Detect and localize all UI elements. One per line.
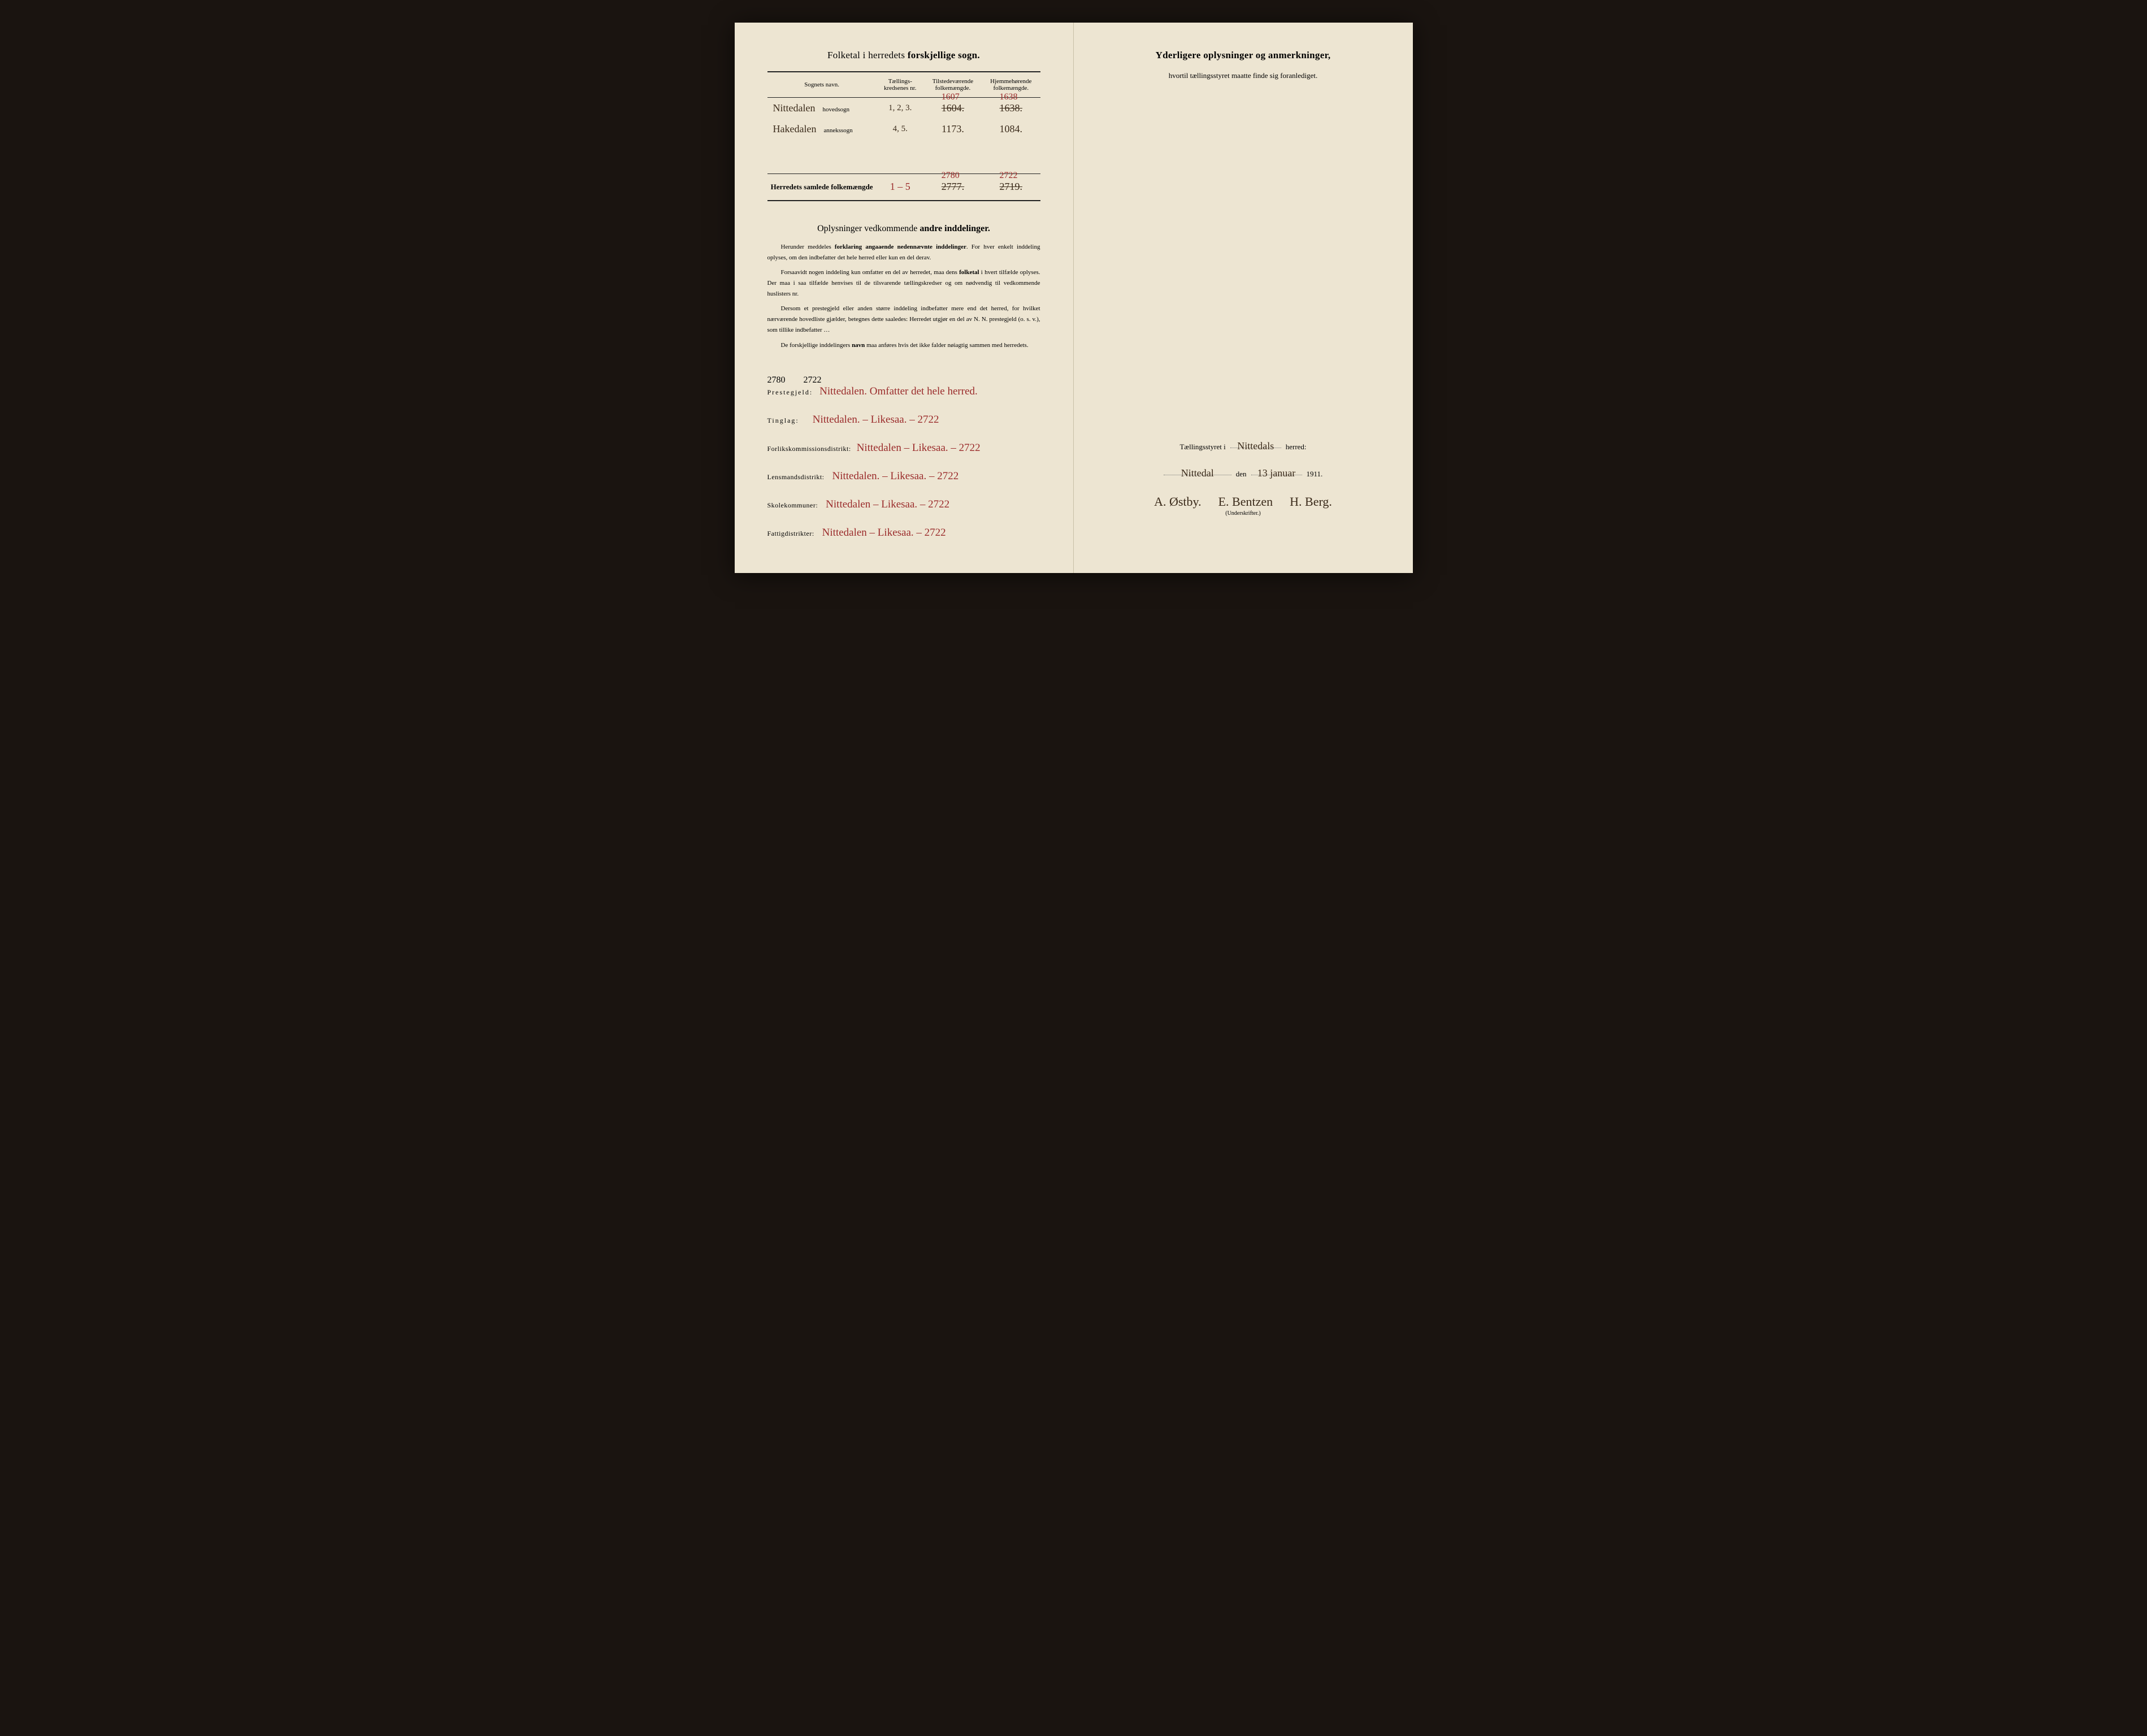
para3: Dersom et prestegjeld eller anden større… [767, 303, 1040, 335]
signature-2: E. Bentzen [1218, 494, 1273, 509]
para4: De forskjellige inddelingers navn maa an… [767, 340, 1040, 351]
field-tinglag: Tinglag: Nittedalen. – Likesaa. – 2722 [767, 414, 1040, 426]
left-title: Folketal i herredets forskjellige sogn. [767, 50, 1040, 61]
row2-nr: 4, 5. [877, 119, 924, 140]
row1-name: Nittedalen hovedsogn [767, 98, 877, 119]
table-row [767, 140, 1040, 151]
total-nr: 1 – 5 [877, 173, 924, 201]
title-bold: forskjellige sogn. [908, 50, 980, 60]
row2-name: Hakedalen annekssogn [767, 119, 877, 140]
total-tilstede: 2780 2777. [924, 173, 982, 201]
left-page: Folketal i herredets forskjellige sogn. … [735, 23, 1074, 573]
signature-block: Tællingsstyret i Nittedals herred: Nitte… [1107, 440, 1380, 517]
document-spread: Folketal i herredets forskjellige sogn. … [735, 23, 1413, 573]
field-fattig: Fattigdistrikter: Nittedalen – Likesaa. … [767, 527, 1040, 539]
para2: Forsaavidt nogen inddeling kun omfatter … [767, 267, 1040, 299]
col-sogn: Sognets navn. [767, 72, 877, 98]
right-page: Yderligere oplysninger og anmerkninger, … [1074, 23, 1413, 573]
field-lensmand: Lensmandsdistrikt: Nittedalen. – Likesaa… [767, 470, 1040, 483]
signature-3: H. Berg. [1290, 494, 1332, 509]
signatures: A. Østby. E. Bentzen H. Berg. [1107, 494, 1380, 509]
row1-tilstede: 1607 1604. [924, 98, 982, 119]
prestegjeld-numbers: 2780 2722 Prestegjeld: Nittedalen. Omfat… [767, 375, 1040, 398]
row2-tilstede: 1173. [924, 119, 982, 140]
total-row: Herredets samlede folkemængde 1 – 5 2780… [767, 173, 1040, 201]
right-title: Yderligere oplysninger og anmerkninger, [1107, 50, 1380, 61]
row1-nr: 1, 2, 3. [877, 98, 924, 119]
right-subtitle: hvortil tællingsstyret maatte finde sig … [1107, 71, 1380, 80]
table-row: Hakedalen annekssogn 4, 5. 1173. 1084. [767, 119, 1040, 140]
total-hjemme: 2722 2719. [982, 173, 1040, 201]
title-pre: Folketal i herredets [827, 50, 908, 60]
row1-hjemme: 1638 1638. [982, 98, 1040, 119]
styret-line: Tællingsstyret i Nittedals herred: [1107, 440, 1380, 452]
table-row [767, 151, 1040, 162]
field-prestegjeld: Prestegjeld: Nittedalen. Omfatter det he… [767, 385, 1040, 398]
signature-1: A. Østby. [1154, 494, 1202, 509]
para1: Herunder meddeles forklaring angaaende n… [767, 242, 1040, 263]
field-skole: Skolekommuner: Nittedalen – Likesaa. – 2… [767, 498, 1040, 511]
total-label: Herredets samlede folkemængde [767, 173, 877, 201]
table-row: Nittedalen hovedsogn 1, 2, 3. 1607 1604.… [767, 98, 1040, 119]
census-table: Sognets navn. Tællings- kredsenes nr. Ti… [767, 71, 1040, 201]
field-forliks: Forlikskommissionsdistrikt: Nittedalen –… [767, 442, 1040, 454]
section2-title: Oplysninger vedkommende andre inddelinge… [767, 224, 1040, 234]
underskrifter-label: (Underskrifter.) [1107, 510, 1380, 517]
col-nr: Tællings- kredsenes nr. [877, 72, 924, 98]
date-line: Nittedal den 13 januar 1911. [1107, 467, 1380, 479]
row2-hjemme: 1084. [982, 119, 1040, 140]
